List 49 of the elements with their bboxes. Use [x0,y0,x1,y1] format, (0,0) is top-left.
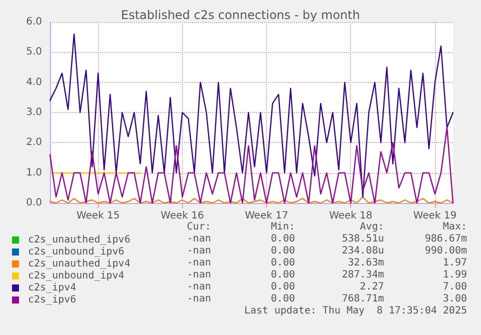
y-tick-label: 2.0 [26,137,42,148]
text: Avg: [360,222,384,232]
text: 7.00 [442,282,467,292]
legend-label: c2s_ipv4 [28,282,76,294]
text: Cur: [186,222,211,232]
text: 0.00 [270,282,295,292]
y-tick-label: 6.0 [26,16,42,28]
text: -nan [186,246,211,256]
text: -nan [186,270,211,280]
legend-label: c2s_unauthed_ipv6 [28,234,130,246]
legend-label: c2s_unbound_ipv6 [28,246,124,258]
y-tick-label: 5.0 [26,46,42,58]
x-tick-label: Week 18 [329,210,372,222]
text: -nan [186,258,211,268]
line-series [49,33,454,198]
y-tick-label: 0.0 [26,198,42,208]
text: 538.51u [342,234,384,244]
text: 0.00 [270,234,295,244]
text: 0.00 [270,258,295,268]
text: 1.97 [442,258,467,268]
text: -nan [186,234,211,244]
x-tick-label: Week 16 [160,210,204,222]
text: 287.34m [342,270,384,280]
text: 0.00 [270,270,295,280]
y-tick-label: 4.0 [26,76,42,88]
text: 32.63m [348,258,384,268]
text: Min: [270,222,295,232]
text: -nan [186,294,211,304]
chart-title: Established c2s connections - by month [121,8,360,22]
x-tick-label: Week 17 [244,210,288,222]
text: Max: [442,222,467,232]
legend-label: c2s_unauthed_ipv4 [28,258,130,270]
y-tick-label: 3.0 [26,107,42,118]
text: -nan [186,282,211,292]
x-tick-label: Week 15 [76,210,120,222]
text: 986.67m [424,234,467,244]
text: 234.08u [342,246,384,256]
text: 1.99 [442,270,467,280]
legend-label: c2s_unbound_ipv4 [28,270,124,282]
text: 990.00m [424,246,467,256]
text: 0.00 [270,294,295,304]
legend-label: c2s_ipv6 [28,294,76,306]
text: Last update: Thu May 8 17:35:04 2025 [244,306,467,316]
text: 768.71m [342,294,384,304]
x-tick-label: Week 19 [413,210,457,222]
text: 2.27 [360,282,384,292]
y-tick-label: 1.0 [26,167,42,178]
text: 3.00 [442,294,467,304]
text: 0.00 [270,246,295,256]
